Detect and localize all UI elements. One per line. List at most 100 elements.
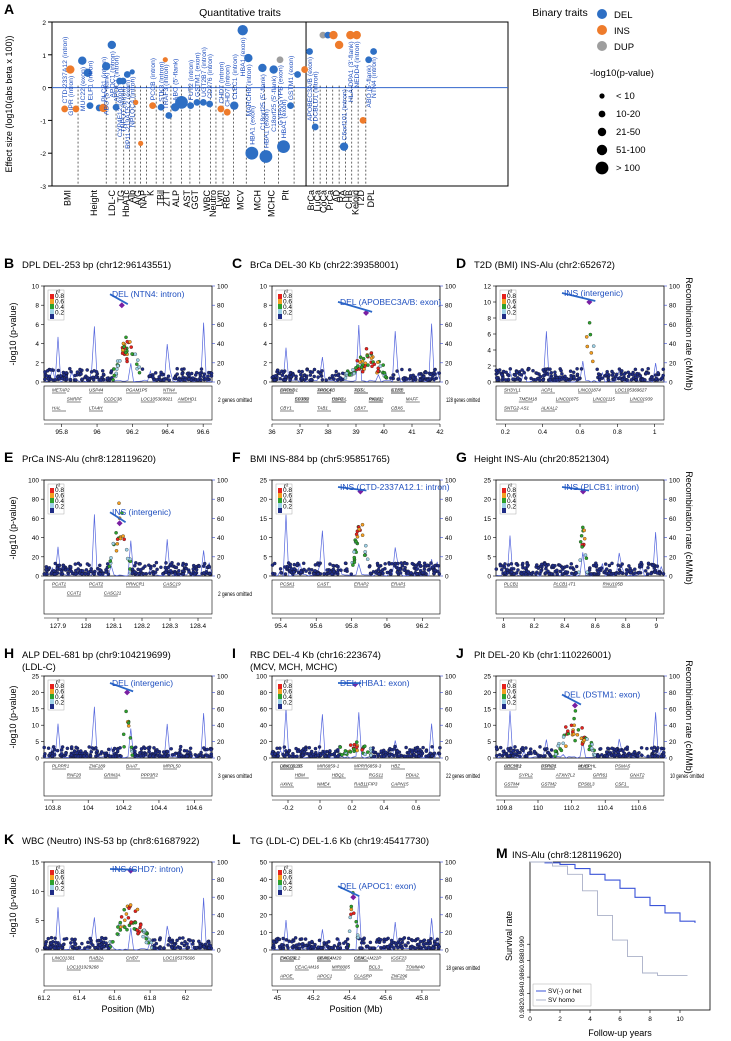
r-tick-label: 80 [445, 497, 453, 504]
snp-point [177, 936, 182, 940]
point-del [165, 112, 173, 119]
gene-label: NTN4 [163, 388, 175, 393]
snp-point [605, 372, 609, 376]
snp-point [148, 754, 152, 758]
snp-point [299, 570, 303, 574]
snp-point [175, 366, 179, 371]
snp-point [42, 572, 47, 576]
y-tick-label: 0.984 [519, 985, 526, 1002]
ld-legend-label: 0.6 [283, 689, 292, 696]
snp-point [580, 545, 584, 549]
ld-legend-title: r² [508, 289, 513, 296]
ld-legend-label: 0.6 [55, 689, 64, 696]
snp-point [142, 928, 146, 932]
ld-swatch [502, 503, 506, 508]
snp-point [181, 563, 185, 568]
snp-point [633, 373, 637, 377]
r-tick-label: 40 [445, 341, 453, 348]
snp-point [524, 746, 528, 750]
snp-point [338, 745, 343, 749]
panel-title: PrCa INS-Alu (chr8:128119620) [22, 454, 156, 465]
y-tick-label: 0 [35, 948, 39, 955]
ld-swatch [278, 870, 282, 875]
snp-point [618, 748, 622, 752]
trait-label: WBC [202, 190, 212, 211]
trait-label: TBil [155, 190, 165, 206]
snp-point [169, 940, 173, 944]
y-axis-label: -log10 (p-value) [8, 302, 18, 365]
snp-points [42, 501, 212, 576]
snp-point [625, 378, 629, 382]
snp-point [58, 374, 63, 378]
point-del [157, 103, 165, 111]
snp-point [99, 750, 104, 754]
snp-point [148, 566, 153, 571]
point-del [83, 68, 93, 78]
variant-label: CLEC1 (intron) [232, 54, 239, 99]
snp-point [118, 920, 123, 925]
y-tick-label: 0 [263, 380, 267, 387]
snp-point [53, 936, 57, 941]
snp-point [352, 555, 357, 560]
snp-point [561, 735, 566, 739]
snp-point [164, 561, 168, 565]
gene-label: CBY1 [280, 406, 292, 411]
snp-point [403, 561, 407, 566]
gene-label: CEACAM22P [354, 956, 381, 961]
snp-point [607, 563, 612, 568]
x-tick-label: 9 [655, 623, 659, 630]
snp-point [87, 745, 91, 749]
trait-label: LuCa [312, 190, 322, 212]
snp-point [565, 570, 570, 574]
y-tick-label: 2 [35, 360, 39, 367]
snp-point [291, 373, 296, 377]
ld-swatch [50, 694, 54, 699]
snp-point [535, 563, 539, 567]
y-tick-label: 0 [487, 574, 491, 581]
snp-point [158, 753, 162, 757]
snp-point [509, 570, 514, 574]
snp-point [203, 377, 208, 381]
snp-point [207, 941, 211, 945]
r-tick-label: 0 [669, 756, 673, 763]
x-tick-label: 62 [182, 995, 190, 1002]
snp-point [425, 378, 430, 382]
snp-point [368, 571, 373, 576]
snp-point [164, 570, 168, 575]
snp-point [132, 570, 137, 574]
snp-point [208, 944, 213, 948]
snp-point [527, 366, 531, 371]
snp-point [653, 373, 658, 377]
snp-point [635, 753, 640, 758]
snp-point [598, 747, 603, 751]
variant-label: CHD7 (intron) [225, 65, 232, 107]
snp-point [621, 749, 625, 753]
ld-legend-title: r² [508, 483, 513, 490]
snp-point [661, 373, 665, 378]
ld-swatch [502, 498, 506, 503]
snp-point [610, 561, 614, 566]
panel-i: I RBC DEL-4 Kb (chr16:223674)(MCV, MCH, M… [232, 645, 480, 812]
snp-point [151, 375, 155, 380]
gene-label: PDIA2 [406, 773, 420, 778]
lead-variant [118, 302, 125, 309]
snp-point [119, 754, 123, 758]
panel-f: F BMI INS-884 bp (chr5:95851765)051015202… [232, 449, 456, 630]
snp-point [569, 562, 574, 566]
snp-point [632, 750, 637, 754]
r-tick-label: 40 [217, 723, 225, 730]
annotation-label: DEL (APOBEC3A/B: exon) [340, 297, 441, 307]
x-tick-label: 42 [436, 429, 444, 436]
variant-label: HBA1 (exon) [240, 37, 247, 76]
snp-point [352, 747, 356, 751]
snp-point [422, 938, 427, 942]
panel-k: K WBC (Neutro) INS-53 bp (chr8:61687922)0… [4, 831, 228, 1014]
snp-point [137, 370, 142, 375]
trait-label: HbA1c [121, 190, 131, 218]
snp-point [407, 368, 412, 372]
snp-point [75, 751, 79, 755]
snp-point [541, 368, 545, 372]
snp-point [153, 570, 158, 575]
r-tick-label: 60 [445, 322, 453, 329]
snp-point [646, 561, 651, 566]
